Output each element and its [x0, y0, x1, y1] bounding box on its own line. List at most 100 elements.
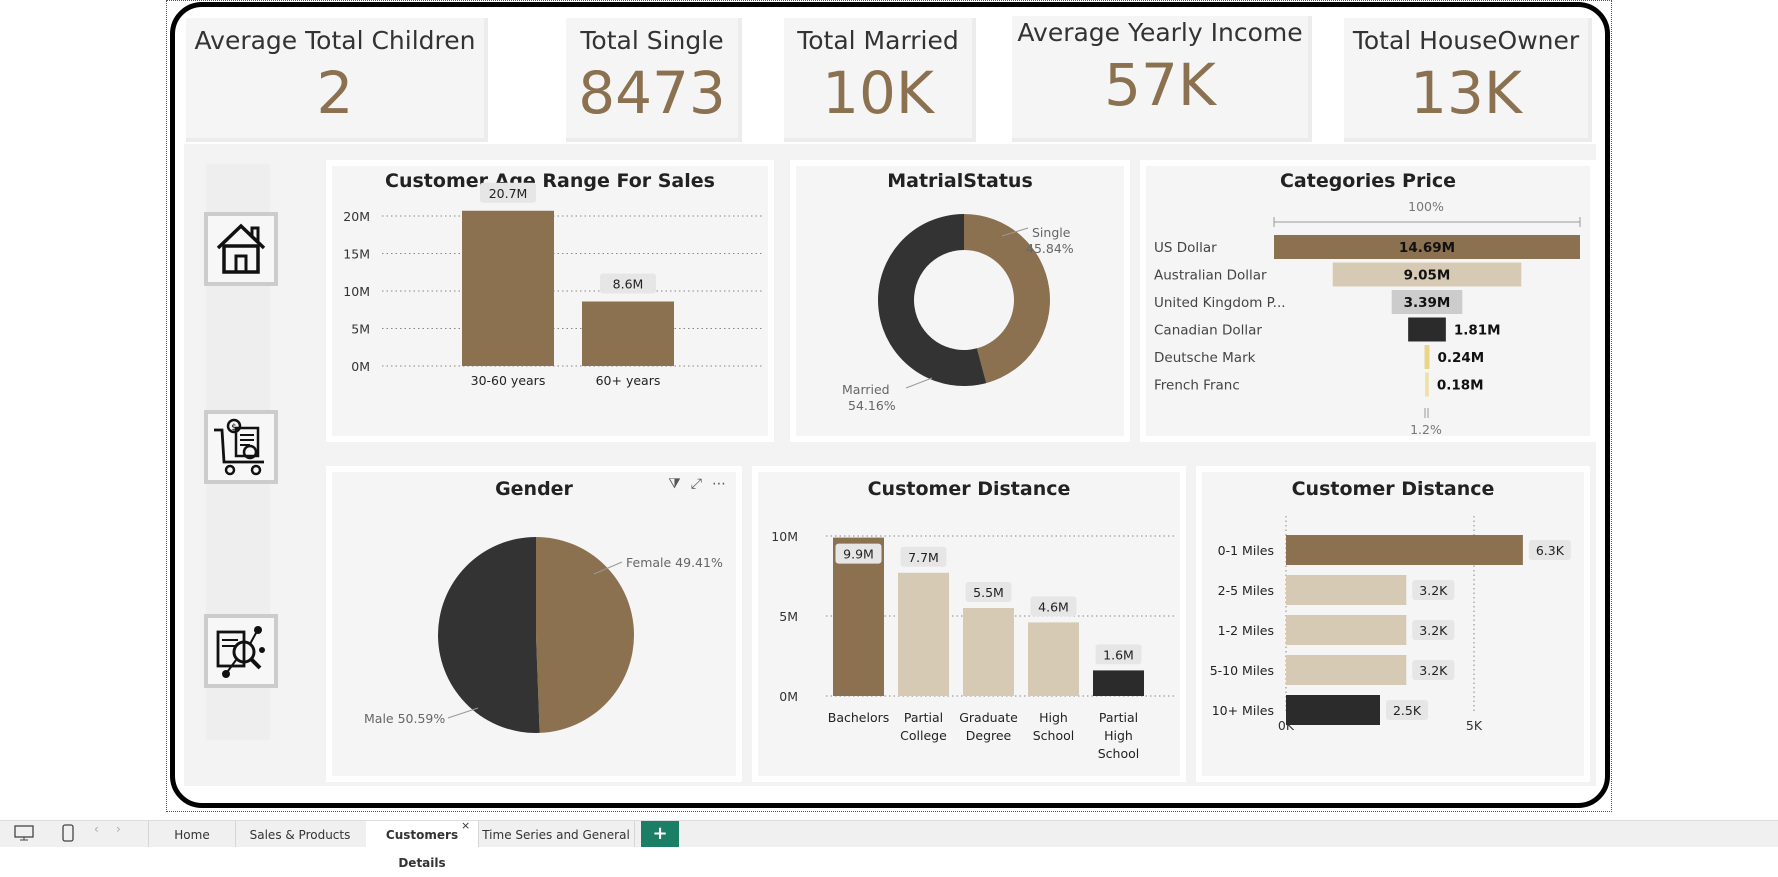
kpi-label: Total Single	[580, 26, 724, 55]
funnel-bar[interactable]	[1424, 345, 1430, 369]
marital-status-panel: MatrialStatus Single 45.84% Married 54.1…	[790, 160, 1130, 442]
desktop-view-icon[interactable]	[14, 825, 34, 844]
female-label: Female 49.41%	[626, 555, 723, 570]
nav-time-series-button[interactable]	[204, 614, 278, 688]
categories-price-title: Categories Price	[1279, 170, 1457, 192]
page-tab-bar: ‹ › Home Sales & Products Customers Deta…	[0, 819, 1778, 870]
svg-text:$: $	[231, 423, 237, 433]
kpi-label: Total HouseOwner	[1352, 26, 1580, 55]
bar[interactable]	[1093, 670, 1144, 696]
x-category-label: 30-60 years	[471, 373, 546, 388]
nav-home-button[interactable]	[204, 212, 278, 286]
bar[interactable]	[1286, 615, 1407, 645]
bar[interactable]	[462, 210, 554, 366]
bar[interactable]	[1286, 655, 1407, 685]
kpi-card-total-houseowner: Total HouseOwner 13K	[1344, 18, 1592, 142]
funnel-value-label: 0.18M	[1437, 378, 1484, 394]
y-tick-label: 0M	[779, 689, 798, 704]
y-tick-label: 5M	[351, 322, 370, 337]
data-label-bg	[835, 543, 882, 564]
pie-slice-female[interactable]	[536, 537, 634, 733]
home-icon	[216, 223, 266, 274]
donut-slice-married[interactable]	[878, 214, 987, 386]
data-analysis-icon	[216, 626, 265, 678]
bar[interactable]	[963, 608, 1014, 696]
customer-distance-miles-bar-chart: 0K 5K0-1 Miles 6.3K2-5 Miles 3.2K1-2 Miles 3…	[1210, 516, 1571, 733]
data-label: 1.6M	[1103, 647, 1134, 662]
add-page-button[interactable]: +	[641, 821, 679, 847]
data-label-bg	[1030, 596, 1077, 617]
customer-distance-education-title: Customer Distance	[867, 478, 1071, 500]
data-label-bg	[600, 273, 656, 294]
married-pct: 54.16%	[848, 398, 896, 413]
bar[interactable]	[1286, 535, 1523, 565]
donut-slice-single[interactable]	[964, 214, 1050, 384]
data-label-bg	[480, 182, 536, 203]
data-label: 6.3K	[1536, 543, 1565, 558]
category-name: Australian Dollar	[1154, 268, 1267, 284]
category-name: 1-2 Miles	[1218, 623, 1274, 638]
funnel-top-pct: 100%	[1408, 199, 1444, 214]
kpi-value: 13K	[1410, 59, 1522, 127]
kpi-label: Total Married	[797, 26, 959, 55]
funnel-bar[interactable]	[1391, 290, 1463, 314]
kpi-label: Average Yearly Income	[1017, 18, 1303, 47]
bar[interactable]	[833, 537, 884, 696]
x-category-label: School	[1098, 746, 1140, 761]
funnel-bar[interactable]	[1332, 262, 1522, 287]
focus-mode-icon[interactable]: ⤢	[690, 476, 702, 492]
funnel-bar[interactable]	[1408, 317, 1446, 342]
customer-distance-miles-title: Customer Distance	[1291, 478, 1495, 500]
bar[interactable]	[1028, 622, 1079, 696]
nav-sales-products-button[interactable]: $	[204, 410, 278, 484]
gender-title: Gender	[495, 478, 573, 500]
data-label: 3.2K	[1419, 663, 1448, 678]
data-label: 3.2K	[1419, 623, 1448, 638]
marital-status-donut-chart: Single 45.84% Married 54.16%	[842, 214, 1074, 413]
visual-header-icons: ⧩ ⤢ ⋯	[668, 476, 726, 492]
data-label-bg	[1412, 580, 1455, 600]
data-label-bg	[1412, 660, 1455, 680]
bar[interactable]	[898, 572, 949, 696]
funnel-bar[interactable]	[1274, 235, 1580, 259]
tab-sales-products[interactable]: Sales & Products	[234, 821, 367, 847]
funnel-bar[interactable]	[1425, 372, 1429, 397]
single-pct: 45.84%	[1026, 241, 1074, 256]
data-label: 9.9M	[843, 547, 874, 562]
y-tick-label: 15M	[343, 247, 370, 262]
age-range-bar-chart: 20M 15M 10M 5M 0M 20.7M 30-60 years 8.6M 60+ yea…	[343, 182, 762, 388]
male-label: Male 50.59%	[364, 711, 445, 726]
data-label-bg	[1528, 540, 1571, 560]
customer-distance-miles-panel: Customer Distance 0K 5K 0-1 Miles 6.3K 2-5 M…	[1196, 466, 1590, 782]
customer-distance-education-panel: Customer Distance 10M 5M 0M 9.9M Bachelors 7.…	[752, 466, 1186, 782]
filter-icon[interactable]: ⧩	[668, 476, 681, 492]
mobile-view-icon[interactable]	[62, 824, 74, 845]
tab-home[interactable]: Home	[148, 821, 236, 847]
x-category-label: High	[1039, 710, 1068, 725]
x-tick-label: 5K	[1466, 718, 1483, 733]
more-options-icon[interactable]: ⋯	[712, 476, 726, 492]
pie-slice-male[interactable]	[437, 537, 540, 733]
data-label-bg	[1095, 644, 1142, 665]
kpi-value: 57K	[1104, 51, 1216, 119]
category-name: 2-5 Miles	[1218, 583, 1274, 598]
bar[interactable]	[582, 301, 674, 367]
scroll-right-icon[interactable]: ›	[116, 822, 121, 836]
funnel-bottom-pct: 1.2%	[1410, 422, 1442, 436]
married-label: Married	[842, 382, 890, 397]
scroll-left-icon[interactable]: ‹	[94, 822, 99, 836]
data-label-bg	[1412, 620, 1455, 640]
bar[interactable]	[1286, 575, 1407, 605]
data-label: 4.6M	[1038, 599, 1069, 614]
kpi-value: 10K	[822, 59, 934, 127]
kpi-value: 8473	[578, 59, 726, 127]
category-name: 10+ Miles	[1212, 703, 1274, 718]
gender-pie-chart: Female 49.41% Male 50.59%	[364, 537, 723, 733]
close-tab-icon[interactable]: ×	[461, 819, 471, 832]
bar[interactable]	[1286, 695, 1380, 725]
data-label: 7.7M	[908, 550, 939, 565]
category-name: French Franc	[1154, 378, 1240, 394]
shopping-cart-invoice-icon: $	[214, 418, 264, 476]
tab-time-series-general[interactable]: Time Series and General	[478, 821, 635, 847]
kpi-card-average-yearly-income: Average Yearly Income 57K	[1012, 16, 1312, 142]
